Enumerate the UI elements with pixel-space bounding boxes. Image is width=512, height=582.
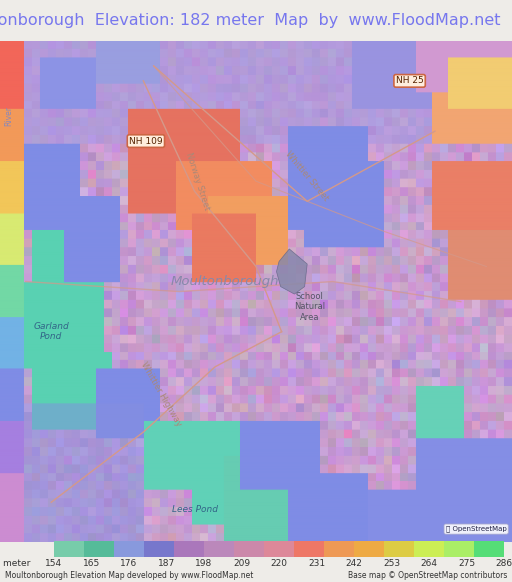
Bar <box>264 541 294 556</box>
Bar <box>234 541 264 556</box>
Text: 231: 231 <box>308 559 325 569</box>
Bar <box>54 541 84 556</box>
Text: 176: 176 <box>120 559 138 569</box>
Text: Moultonborough: Moultonborough <box>171 275 280 288</box>
Text: NH 25: NH 25 <box>396 76 423 86</box>
Text: 253: 253 <box>383 559 400 569</box>
Text: School
Natural
Area: School Natural Area <box>294 292 325 321</box>
Bar <box>294 541 324 556</box>
Polygon shape <box>276 249 307 294</box>
Bar <box>204 541 234 556</box>
Text: 187: 187 <box>158 559 175 569</box>
Text: Norway Street: Norway Street <box>183 151 211 211</box>
Text: River: River <box>5 106 14 126</box>
Text: 220: 220 <box>270 559 288 569</box>
Text: 🔍 OpenStreetMap: 🔍 OpenStreetMap <box>446 526 506 533</box>
Text: Whittier Street: Whittier Street <box>284 150 331 203</box>
Text: 165: 165 <box>82 559 100 569</box>
Text: Whittier Highway: Whittier Highway <box>139 361 183 428</box>
Text: Lees Pond: Lees Pond <box>172 505 218 514</box>
Bar <box>354 541 384 556</box>
Bar <box>114 541 144 556</box>
Bar <box>144 541 174 556</box>
Text: NH 109: NH 109 <box>129 137 163 146</box>
Text: Moultonborough  Elevation: 182 meter  Map  by  www.FloodMap.net  (beta): Moultonborough Elevation: 182 meter Map … <box>0 13 512 28</box>
Text: Base map © OpenStreetMap contributors: Base map © OpenStreetMap contributors <box>348 571 507 580</box>
Text: 154: 154 <box>45 559 62 569</box>
Bar <box>444 541 474 556</box>
Bar <box>474 541 504 556</box>
Text: Garland
Pond: Garland Pond <box>33 322 69 342</box>
Text: 286: 286 <box>496 559 512 569</box>
Bar <box>174 541 204 556</box>
Text: 275: 275 <box>458 559 475 569</box>
Bar <box>384 541 414 556</box>
Text: Moultonborough Elevation Map developed by www.FloodMap.net: Moultonborough Elevation Map developed b… <box>5 571 253 580</box>
Text: meter: meter <box>3 559 33 569</box>
Bar <box>324 541 354 556</box>
Text: 264: 264 <box>421 559 438 569</box>
Text: 198: 198 <box>195 559 212 569</box>
Text: 242: 242 <box>346 559 362 569</box>
Text: 209: 209 <box>233 559 250 569</box>
Bar <box>414 541 444 556</box>
Bar <box>84 541 114 556</box>
